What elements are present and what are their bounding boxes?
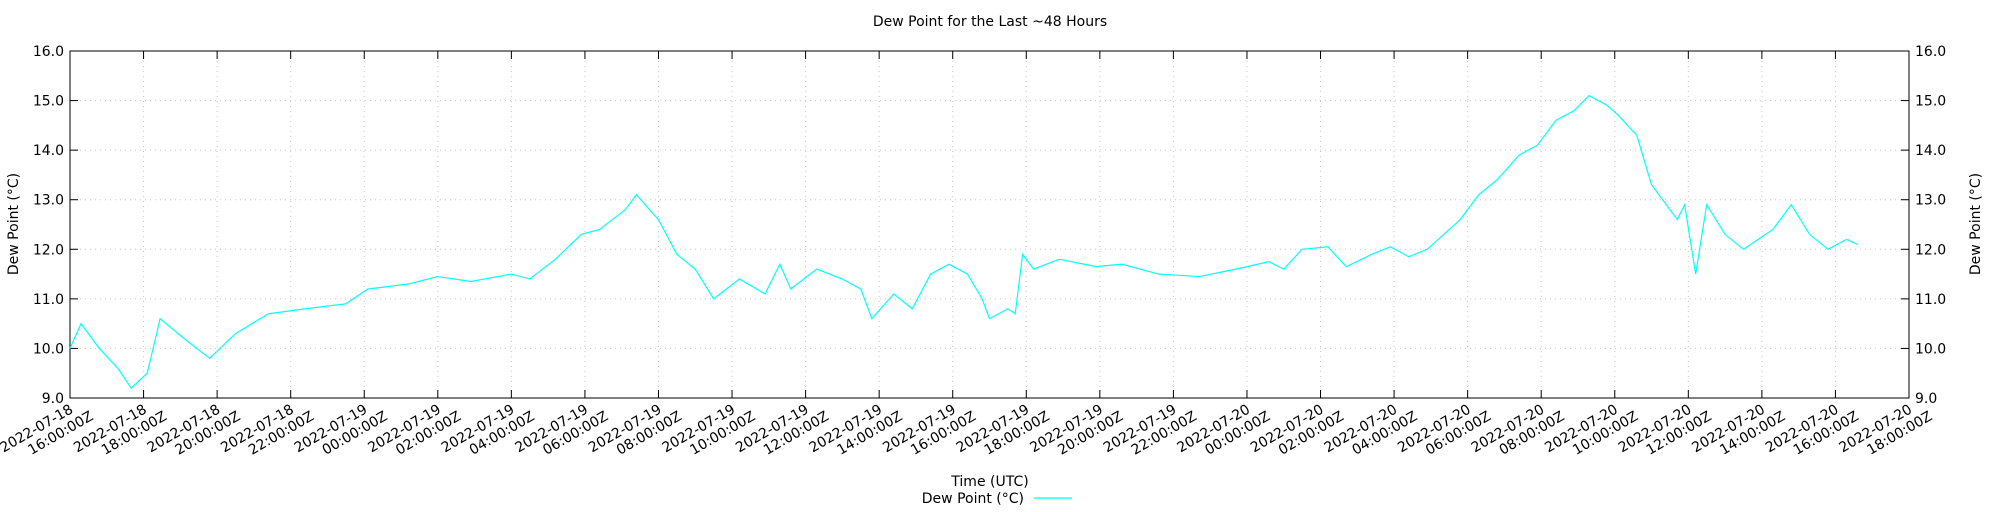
x-tick-label: 2022-07-1906:00:00Z [512, 395, 611, 470]
y-tick-label: 12.0 [33, 242, 64, 258]
x-tick-label: 2022-07-1916:00:00Z [880, 395, 979, 470]
x-tick-label: 2022-07-1922:00:00Z [1101, 395, 1200, 470]
x-tick-label: 2022-07-1912:00:00Z [733, 395, 832, 470]
y2-tick-label: 13.0 [1915, 193, 1946, 209]
x-axis-label: Time (UTC) [950, 474, 1028, 490]
y-tick-label: 14.0 [33, 143, 64, 159]
x-tick-label: 2022-07-2000:00:00Z [1174, 395, 1273, 470]
x-tick-label: 2022-07-2006:00:00Z [1395, 395, 1494, 470]
x-tick-label: 2022-07-2010:00:00Z [1542, 395, 1641, 470]
y-tick-label: 9.0 [42, 391, 64, 407]
x-tick-label: 2022-07-2008:00:00Z [1469, 395, 1568, 470]
plot-frame [69, 50, 1910, 399]
x-tick-label: 2022-07-1914:00:00Z [807, 395, 906, 470]
y-tick-label: 15.0 [33, 94, 64, 110]
y2-tick-label: 14.0 [1915, 143, 1946, 159]
y2-tick-label: 10.0 [1915, 341, 1946, 357]
x-tick-label: 2022-07-1904:00:00Z [439, 395, 538, 470]
y-tick-label: 13.0 [33, 193, 64, 209]
x-tick-label: 2022-07-2016:00:00Z [1763, 395, 1862, 470]
y2-axis-label: Dew Point (°C) [1968, 173, 1984, 275]
y-axis-label: Dew Point (°C) [6, 173, 22, 275]
y-tick-label: 16.0 [33, 44, 64, 60]
y2-tick-label: 16.0 [1915, 44, 1946, 60]
x-tick-label: 2022-07-2004:00:00Z [1322, 395, 1421, 470]
x-tick-label: 2022-07-2014:00:00Z [1689, 395, 1788, 470]
x-tick-label: 2022-07-2012:00:00Z [1616, 395, 1715, 470]
x-tick-label: 2022-07-1820:00:00Z [145, 395, 244, 470]
y-tick-label: 11.0 [33, 292, 64, 308]
x-tick-label: 2022-07-1902:00:00Z [365, 395, 464, 470]
x-tick-label: 2022-07-2002:00:00Z [1248, 395, 1347, 470]
x-tick-label: 2022-07-1818:00:00Z [71, 395, 170, 470]
chart-title: Dew Point for the Last ~48 Hours [873, 14, 1107, 30]
x-tick-label: 2022-07-1910:00:00Z [660, 395, 759, 470]
x-tick-label: 2022-07-1908:00:00Z [586, 395, 685, 470]
y-tick-label: 10.0 [33, 341, 64, 357]
y2-tick-label: 11.0 [1915, 292, 1946, 308]
y2-tick-label: 15.0 [1915, 94, 1946, 110]
x-tick-label: 2022-07-1900:00:00Z [292, 395, 391, 470]
x-tick-label: 2022-07-1822:00:00Z [218, 395, 317, 470]
y2-tick-label: 9.0 [1915, 391, 1937, 407]
y2-tick-label: 12.0 [1915, 242, 1946, 258]
x-tick-label: 2022-07-1918:00:00Z [954, 395, 1053, 470]
data-line [69, 94, 1858, 390]
legend-label: Dew Point (°C) [922, 491, 1024, 507]
x-tick-label: 2022-07-1920:00:00Z [1027, 395, 1126, 470]
